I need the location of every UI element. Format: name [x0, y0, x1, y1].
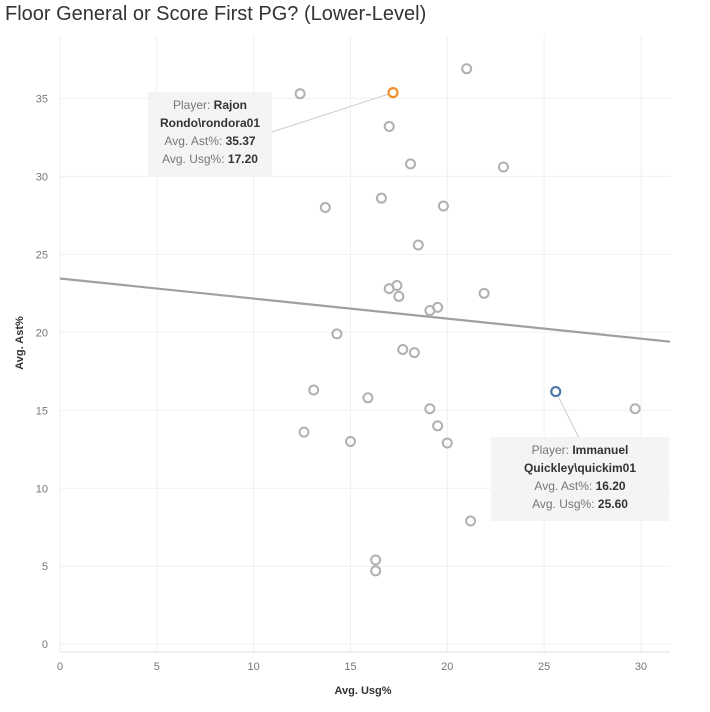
data-point[interactable]: [432, 301, 444, 313]
tooltip-usg-label: Avg. Usg%:: [532, 497, 595, 511]
data-point[interactable]: [344, 435, 356, 447]
data-point[interactable]: [383, 283, 395, 295]
data-point[interactable]: [294, 88, 306, 100]
x-tick-label: 10: [248, 661, 260, 673]
y-tick-label: 5: [42, 561, 48, 573]
tooltip-ast-value: 16.20: [595, 479, 626, 493]
data-point[interactable]: [308, 384, 320, 396]
x-tick-label: 25: [538, 661, 550, 673]
tooltip-connector: [271, 92, 394, 133]
data-point[interactable]: [370, 565, 382, 577]
data-point[interactable]: [424, 403, 436, 415]
data-point[interactable]: [432, 420, 444, 432]
chart-title: Floor General or Score First PG? (Lower-…: [5, 3, 427, 25]
trend-line: [59, 277, 671, 343]
grid-lines: [59, 36, 670, 653]
y-tick-label: 10: [36, 483, 48, 495]
x-tick-label: 15: [344, 661, 356, 673]
data-point[interactable]: [408, 347, 420, 359]
data-point[interactable]: [478, 287, 490, 299]
tooltip-connectors: [271, 92, 581, 441]
data-point[interactable]: [383, 120, 395, 132]
data-point[interactable]: [375, 192, 387, 204]
highlighted-data-point[interactable]: [387, 87, 399, 99]
tooltip-usg-value: 17.20: [227, 152, 258, 166]
y-tick-label: 30: [36, 171, 48, 183]
data-point[interactable]: [497, 161, 509, 173]
x-tick-label: 30: [635, 661, 647, 673]
tooltip-rondo: Player: Rajon Rondo\rondora01 Avg. Ast%:…: [148, 92, 272, 177]
highlighted-data-point[interactable]: [550, 385, 562, 398]
x-tick-label: 0: [57, 661, 63, 673]
data-point[interactable]: [629, 403, 641, 415]
tooltip-player-label: Player:: [172, 98, 211, 112]
data-point[interactable]: [437, 200, 449, 212]
tooltip-ast-label: Avg. Ast%:: [534, 479, 593, 493]
data-point[interactable]: [370, 554, 382, 566]
tooltip-usg-label: Avg. Usg%:: [162, 152, 225, 166]
y-tick-label: 25: [36, 249, 48, 261]
data-point[interactable]: [362, 392, 374, 404]
data-point[interactable]: [405, 158, 417, 170]
y-tick-label: 35: [36, 93, 48, 105]
data-point[interactable]: [397, 343, 409, 355]
y-tick-label: 15: [36, 405, 48, 417]
data-point[interactable]: [319, 202, 331, 214]
tooltip-usg-value: 25.60: [597, 497, 628, 511]
data-point[interactable]: [298, 426, 310, 438]
x-tick-label: 20: [441, 661, 453, 673]
tooltip-ast-value: 35.37: [225, 134, 256, 148]
x-tick-label: 5: [154, 661, 160, 673]
data-point[interactable]: [412, 239, 424, 251]
tooltip-quickley: Player: Immanuel Quickley\quickim01 Avg.…: [491, 437, 669, 521]
y-tick-label: 20: [36, 327, 48, 339]
x-axis-title: Avg. Usg%: [334, 685, 391, 697]
tooltip-ast-label: Avg. Ast%:: [164, 134, 223, 148]
tooltip-player-label: Player:: [531, 443, 569, 457]
tooltip-connector: [555, 391, 581, 441]
data-point[interactable]: [331, 328, 343, 340]
tooltip-player-name: Immanuel Quickley\quickim01: [523, 443, 637, 475]
data-point[interactable]: [393, 290, 405, 302]
y-axis-title: Avg. Ast%: [14, 316, 26, 370]
data-point[interactable]: [461, 63, 473, 75]
tooltip-player-name: Rajon Rondo\rondora01: [159, 98, 260, 130]
y-tick-label: 0: [42, 639, 48, 651]
data-point[interactable]: [441, 437, 453, 449]
data-point[interactable]: [465, 515, 477, 527]
data-points: [294, 63, 641, 577]
axis-ticks: 0 5 10 15 20 25 30 0 5 10 15 20 25 30 35: [36, 93, 647, 673]
